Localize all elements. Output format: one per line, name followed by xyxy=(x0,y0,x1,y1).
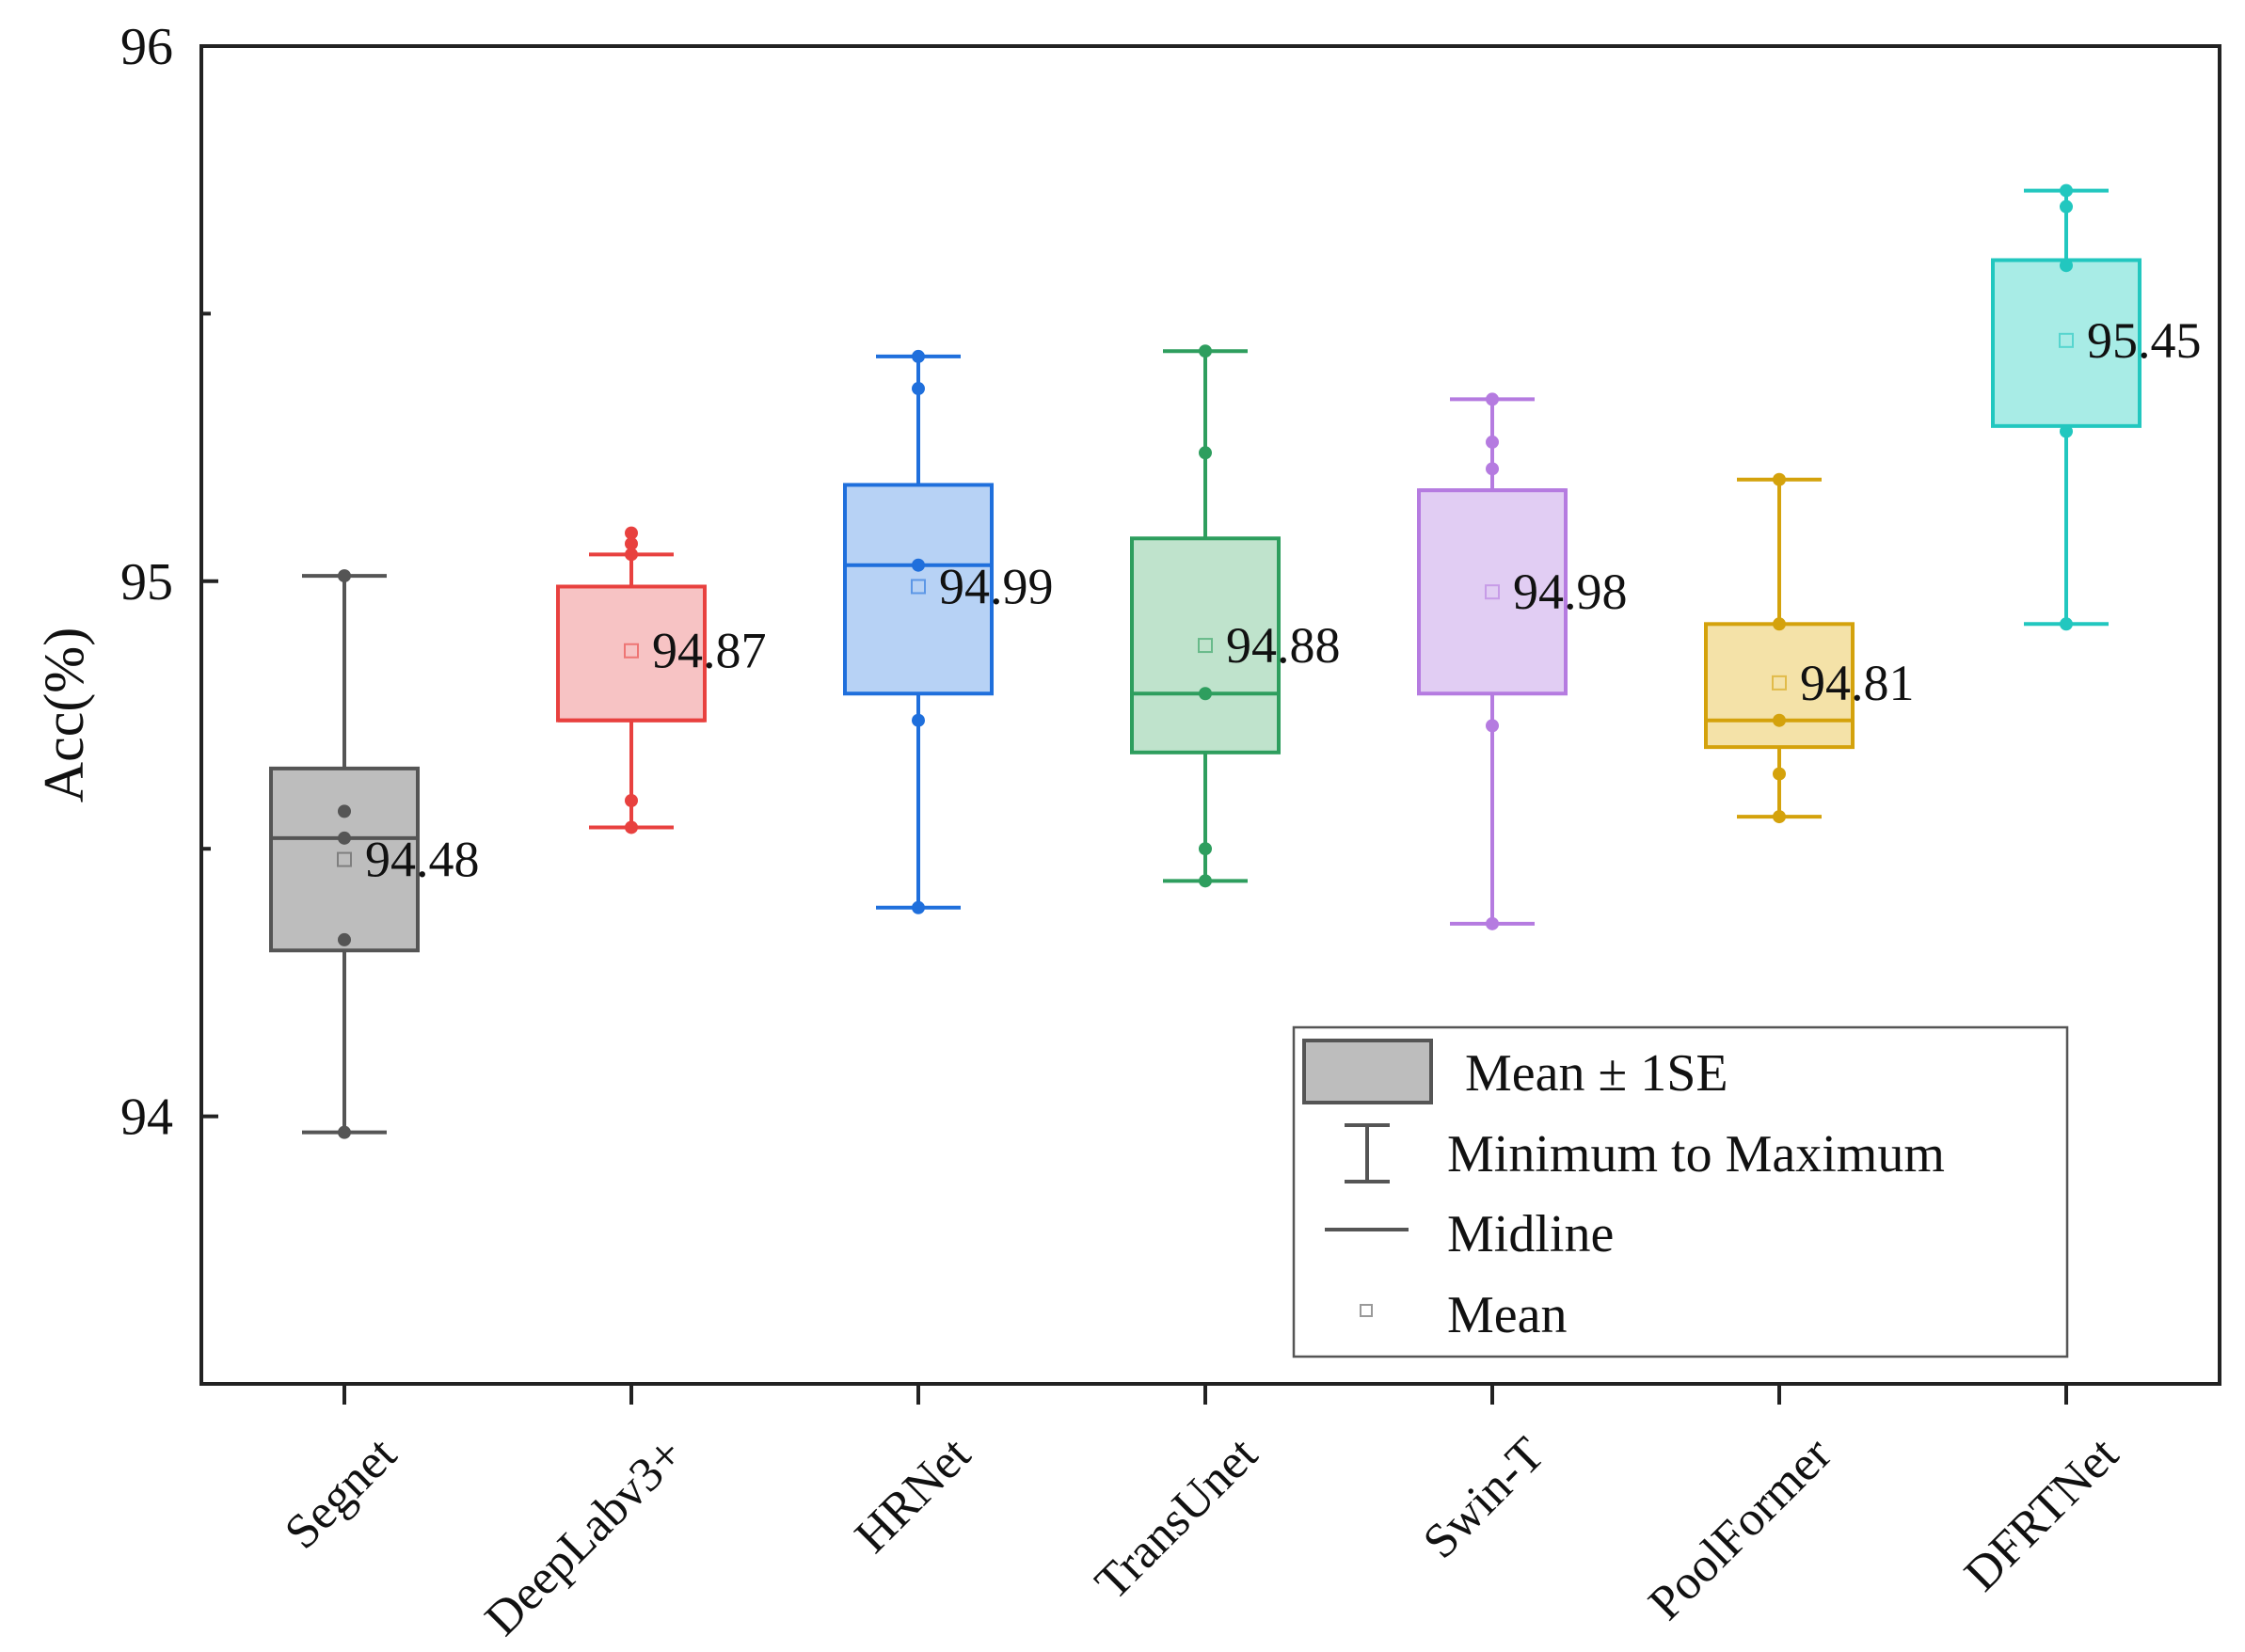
x-tick-label: PoolFormer xyxy=(1638,1427,1841,1630)
box-series-segnet: 94.48 xyxy=(269,569,480,1139)
data-point xyxy=(338,1125,351,1139)
x-tick-label: Segnet xyxy=(275,1427,407,1560)
data-point xyxy=(625,794,638,808)
box xyxy=(556,584,707,723)
data-point xyxy=(1486,719,1499,733)
mean-label: 94.88 xyxy=(1226,617,1341,674)
box-series-group: 94.48 94.87 94.99 94.88 94.98 94.81 95.45 xyxy=(269,183,2202,1139)
mean-label: 94.87 xyxy=(652,623,767,679)
x-tick-label: DeepLabv3+ xyxy=(475,1427,694,1646)
data-point xyxy=(625,526,638,540)
mean-label: 94.98 xyxy=(1513,564,1628,620)
legend-box-swatch xyxy=(1302,1039,1433,1104)
box-series-transunet: 94.88 xyxy=(1130,344,1341,888)
data-point xyxy=(2060,259,2073,273)
data-point xyxy=(625,536,638,550)
legend-whisker-icon xyxy=(1345,1123,1390,1183)
data-point xyxy=(912,349,925,363)
data-point xyxy=(338,804,351,818)
y-axis: 94 95 96 xyxy=(120,18,218,1386)
data-point xyxy=(338,831,351,845)
x-axis: Segnet DeepLabv3+ HRNet TransUnet Swin-T Pool… xyxy=(275,1384,2129,1646)
y-tick-label: 95 xyxy=(120,553,173,612)
data-point xyxy=(1486,435,1499,449)
plot-frame xyxy=(199,44,2221,1386)
box-series-swin-t: 94.98 xyxy=(1417,392,1628,930)
box xyxy=(843,483,994,696)
plot-area xyxy=(199,44,2221,1386)
data-point xyxy=(2060,424,2073,438)
data-point xyxy=(1199,446,1212,460)
data-point xyxy=(1199,687,1212,701)
legend-label-midline: Midline xyxy=(1447,1205,1614,1263)
box xyxy=(1130,536,1281,755)
mean-label: 95.45 xyxy=(2087,312,2202,369)
legend-label-whisker: Minimum to Maximum xyxy=(1447,1125,1945,1183)
mean-marker xyxy=(2059,332,2074,348)
mean-marker xyxy=(1485,584,1500,600)
box xyxy=(269,766,420,953)
mean-marker xyxy=(1198,638,1213,654)
y-tick-label: 94 xyxy=(120,1088,173,1147)
box-series-dfrtnet: 95.45 xyxy=(1991,183,2202,631)
x-tick-label: Swin-T xyxy=(1413,1427,1555,1569)
data-point xyxy=(912,382,925,396)
x-tick-label: HRNet xyxy=(845,1427,981,1564)
data-point xyxy=(1486,392,1499,406)
mean-label: 94.48 xyxy=(365,832,480,888)
mean-marker xyxy=(1772,675,1787,691)
data-point xyxy=(1199,344,1212,358)
mean-marker xyxy=(911,579,926,595)
data-point xyxy=(912,713,925,727)
data-point xyxy=(912,558,925,572)
data-point xyxy=(2060,199,2073,214)
data-point xyxy=(625,548,638,562)
data-point xyxy=(1773,617,1786,631)
mean-label: 94.99 xyxy=(939,558,1054,614)
box-series-poolformer: 94.81 xyxy=(1704,472,1915,824)
data-point xyxy=(1773,767,1786,781)
data-point xyxy=(1773,810,1786,824)
box-series-deeplabv3-: 94.87 xyxy=(556,526,767,834)
legend-label-mean: Mean xyxy=(1447,1286,1568,1344)
data-point xyxy=(1486,916,1499,930)
y-axis-title: Acc(%) xyxy=(33,627,95,803)
data-point xyxy=(1773,713,1786,727)
data-point xyxy=(1199,874,1212,888)
data-point xyxy=(2060,617,2073,631)
data-point xyxy=(1486,462,1499,476)
x-tick-label: TransUnet xyxy=(1085,1427,1268,1611)
data-point xyxy=(1199,842,1212,856)
data-point xyxy=(338,932,351,946)
data-point xyxy=(338,569,351,583)
legend-mean-icon xyxy=(1360,1304,1373,1317)
mean-marker xyxy=(337,851,352,867)
data-point xyxy=(625,820,638,834)
data-point xyxy=(1773,472,1786,486)
box xyxy=(1991,258,2142,428)
box-series-hrnet: 94.99 xyxy=(843,349,1054,914)
legend: Mean ± 1SE Minimum to Maximum Midline Me… xyxy=(1292,1025,2069,1358)
x-tick-label: DFRTNet xyxy=(1954,1427,2129,1602)
data-point xyxy=(2060,183,2073,198)
mean-label: 94.81 xyxy=(1800,655,1915,711)
y-tick-label: 96 xyxy=(120,18,173,76)
mean-marker xyxy=(624,643,639,659)
legend-label-box: Mean ± 1SE xyxy=(1465,1044,1728,1103)
data-point xyxy=(912,900,925,914)
